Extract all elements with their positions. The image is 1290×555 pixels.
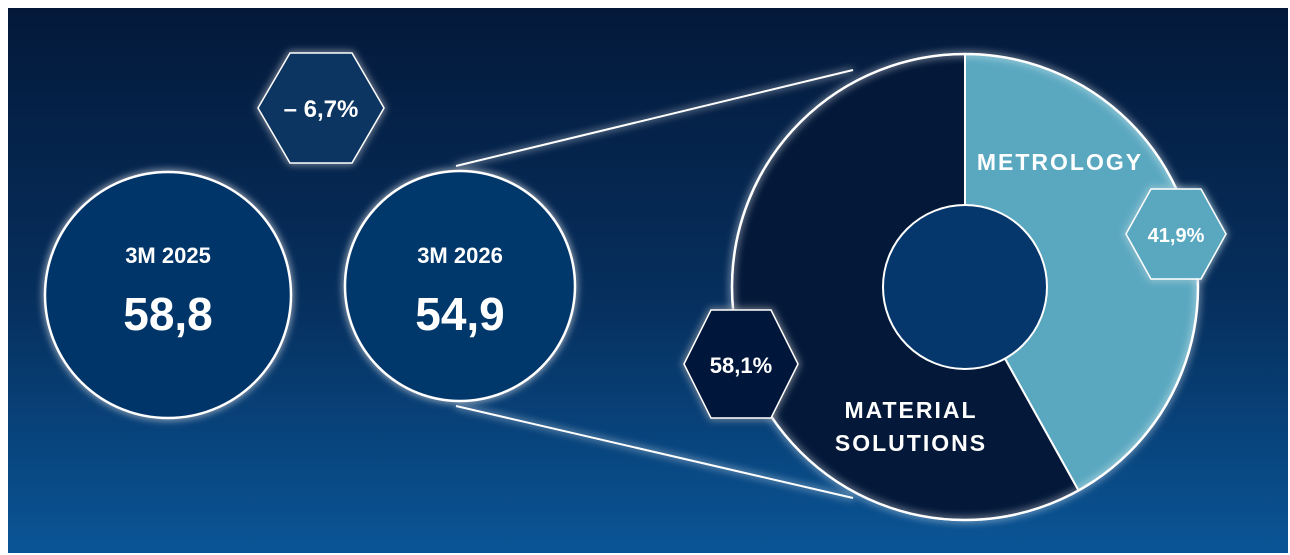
connector-line-bottom xyxy=(455,405,854,499)
metrology-percent-label: 41,9% xyxy=(1148,225,1205,247)
connector-line-top xyxy=(455,69,854,167)
period-label-2025: 3M 2025 xyxy=(125,243,211,268)
donut-hole xyxy=(882,204,1048,370)
material-percent-label: 58,1% xyxy=(710,353,772,378)
metrology-percent-hexagon xyxy=(1125,188,1227,280)
slice-label-metrology: METROLOGY xyxy=(977,149,1143,175)
period-circle-2025 xyxy=(43,170,293,420)
period-value-2026: 54,9 xyxy=(415,288,505,340)
chart-svg: 3M 2025 58,8 3M 2026 54,9 – 6,7% METROLO… xyxy=(43,52,1227,522)
period-label-2026: 3M 2026 xyxy=(417,243,503,268)
slice-label-material-line2: SOLUTIONS xyxy=(835,430,987,456)
period-value-2025: 58,8 xyxy=(123,288,213,340)
material-percent-hexagon xyxy=(683,309,799,419)
period-circle-2026 xyxy=(343,169,577,403)
chart-panel: 3M 2025 58,8 3M 2026 54,9 – 6,7% METROLO… xyxy=(8,8,1288,553)
change-hexagon xyxy=(257,52,385,164)
slice-label-material-line1: MATERIAL xyxy=(844,397,977,423)
donut-outline xyxy=(730,52,1200,522)
change-label: – 6,7% xyxy=(284,96,359,123)
